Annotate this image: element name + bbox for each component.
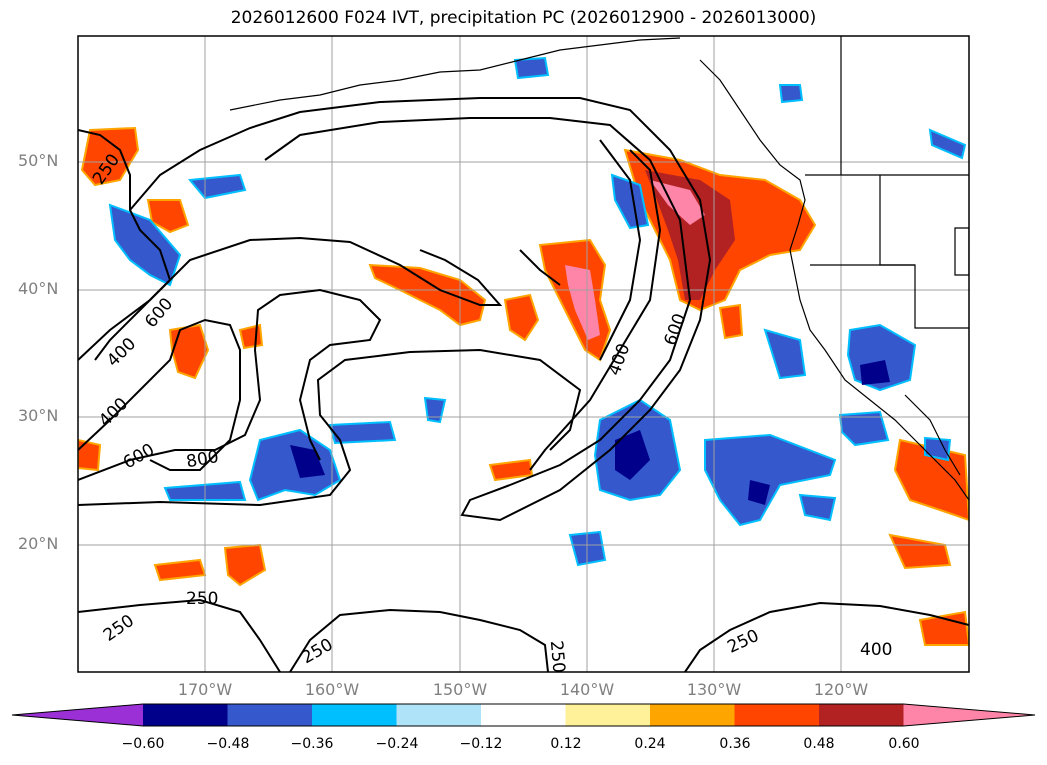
precip-negative-region xyxy=(778,84,804,104)
precip-negative-region xyxy=(328,420,397,445)
ivt-contour xyxy=(599,139,642,361)
colorbar-extend-max xyxy=(903,704,1035,726)
precip-positive-region xyxy=(888,533,952,570)
precip-positive-region xyxy=(80,126,140,187)
contour-label: 800 xyxy=(185,447,220,472)
ivt-contours xyxy=(78,97,969,672)
ivt-contour xyxy=(78,348,582,507)
colorbar-segment xyxy=(227,704,313,726)
ivt-contour xyxy=(529,149,662,471)
precip-negative-core xyxy=(615,430,650,480)
colorbar-tick-label: 0.48 xyxy=(803,736,835,752)
precip-negative-core xyxy=(860,360,890,385)
contour-label: 600 xyxy=(120,440,158,474)
precip-positive-region xyxy=(168,323,210,380)
colorbar-segment xyxy=(143,704,228,726)
lat-label: 40°N xyxy=(18,279,59,298)
colorbar-tick-label: 0.12 xyxy=(550,736,582,752)
precip-positive-peak xyxy=(650,180,705,225)
ivt-contour xyxy=(78,318,241,471)
precip-negative-region xyxy=(513,56,550,80)
colorbar-tick-label: 0.24 xyxy=(634,736,666,752)
precip-negative-region xyxy=(924,436,952,462)
precip-positive-peak xyxy=(565,265,600,340)
ivt-contour xyxy=(78,129,172,361)
ivt-contour xyxy=(519,249,561,286)
colorbar-tick-label: 0.36 xyxy=(719,736,751,752)
contour-label: 250 xyxy=(100,611,138,646)
precip-positive-region xyxy=(503,293,540,342)
precip-negative-core xyxy=(748,480,770,505)
precip-positive-region xyxy=(918,610,969,646)
colorbar xyxy=(11,703,1036,727)
contour-label: 250 xyxy=(186,589,218,609)
colorbar-tick-label: −0.48 xyxy=(206,736,250,752)
precip-negative-region xyxy=(928,128,967,160)
precip-negative-region xyxy=(838,410,890,447)
graticule xyxy=(78,36,969,672)
precipitation-field xyxy=(78,56,969,646)
lat-label: 50°N xyxy=(18,151,59,170)
precip-negative-region xyxy=(610,173,650,230)
precip-positive-region xyxy=(223,543,267,587)
map-title: 2026012600 F024 IVT, precipitation PC (2… xyxy=(230,8,817,28)
map-frame xyxy=(77,35,970,673)
lon-label: 130°W xyxy=(686,680,742,699)
colorbar-segment xyxy=(819,704,904,726)
precip-positive-region xyxy=(153,558,207,582)
precip-negative-region xyxy=(798,493,837,522)
lon-label: 160°W xyxy=(304,680,360,699)
colorbar-segment xyxy=(312,704,397,726)
ivt-contour xyxy=(78,288,382,481)
ivt-contour xyxy=(78,598,281,672)
colorbar-tick-label: 0.60 xyxy=(888,736,920,752)
precip-positive-region xyxy=(488,458,534,482)
contour-label: 600 xyxy=(141,294,177,332)
precip-positive-region xyxy=(718,303,744,340)
contour-label: 600 xyxy=(661,311,691,348)
contour-label: 400 xyxy=(95,394,132,431)
map-area xyxy=(78,36,969,672)
precip-positive-region xyxy=(238,323,264,350)
colorbar-tick-label: −0.12 xyxy=(459,736,503,752)
colorbar-segment xyxy=(650,704,735,726)
colorbar-segment xyxy=(565,704,651,726)
colorbar-segment xyxy=(481,704,566,726)
precip-negative-region xyxy=(704,433,837,527)
coastlines xyxy=(229,36,969,501)
precip-negative-region xyxy=(763,328,807,380)
precip-positive-region xyxy=(78,438,102,472)
ivt-contour xyxy=(684,601,969,672)
colorbar-outline xyxy=(11,703,1036,727)
colorbar-tick-label: −0.36 xyxy=(290,736,334,752)
precip-negative-region xyxy=(108,203,182,287)
contour-label: 400 xyxy=(605,341,635,378)
ivt-contour xyxy=(129,97,712,522)
lon-label: 120°W xyxy=(813,680,869,699)
precip-negative-region xyxy=(423,396,447,424)
precip-positive-region xyxy=(146,199,190,234)
lon-label: 170°W xyxy=(177,680,233,699)
contour-label: 250 xyxy=(298,635,336,669)
lat-label: 20°N xyxy=(18,534,59,553)
contour-label: 400 xyxy=(860,640,892,660)
colorbar-tick-label: −0.24 xyxy=(375,736,419,752)
colorbar-segment xyxy=(396,704,482,726)
lat-label: 30°N xyxy=(18,406,59,425)
precip-negative-region xyxy=(188,173,247,200)
contour-label: 250 xyxy=(546,640,569,674)
ivt-contour xyxy=(289,608,549,672)
precip-negative-region xyxy=(248,428,342,502)
colorbar-extend-min xyxy=(12,704,143,726)
contour-label: 400 xyxy=(103,334,140,371)
colorbar-tick-label: −0.60 xyxy=(121,736,165,752)
lon-label: 150°W xyxy=(432,680,488,699)
lon-label: 140°W xyxy=(559,680,615,699)
colorbar-segment xyxy=(734,704,820,726)
